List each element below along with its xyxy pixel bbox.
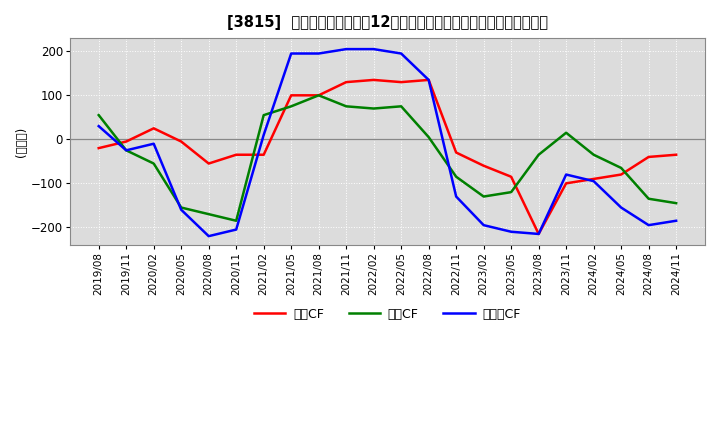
投資CF	[177, 205, 186, 210]
投資CF	[232, 218, 240, 224]
フリーCF	[480, 223, 488, 228]
営業CF	[672, 152, 680, 158]
営業CF	[534, 231, 543, 237]
投資CF	[397, 104, 405, 109]
Title: [3815]  キャッシュフローの12か月移動合計の対前年同期増減額の推移: [3815] キャッシュフローの12か月移動合計の対前年同期増減額の推移	[227, 15, 548, 30]
営業CF	[507, 174, 516, 180]
投資CF	[122, 148, 130, 153]
投資CF	[590, 152, 598, 158]
Y-axis label: (百万円): (百万円)	[15, 126, 28, 157]
フリーCF	[94, 124, 103, 129]
営業CF	[562, 181, 570, 186]
投資CF	[204, 212, 213, 217]
Line: 営業CF: 営業CF	[99, 80, 676, 234]
投資CF	[534, 152, 543, 158]
営業CF	[452, 150, 461, 155]
Line: フリーCF: フリーCF	[99, 49, 676, 236]
フリーCF	[534, 231, 543, 237]
フリーCF	[452, 194, 461, 199]
投資CF	[452, 174, 461, 180]
営業CF	[590, 176, 598, 182]
投資CF	[644, 196, 653, 202]
フリーCF	[424, 77, 433, 83]
投資CF	[424, 135, 433, 140]
フリーCF	[672, 218, 680, 224]
営業CF	[287, 93, 295, 98]
投資CF	[259, 113, 268, 118]
投資CF	[672, 201, 680, 206]
投資CF	[287, 104, 295, 109]
投資CF	[562, 130, 570, 136]
営業CF	[94, 146, 103, 151]
投資CF	[480, 194, 488, 199]
営業CF	[204, 161, 213, 166]
投資CF	[342, 104, 351, 109]
営業CF	[342, 80, 351, 85]
営業CF	[424, 77, 433, 83]
営業CF	[232, 152, 240, 158]
営業CF	[480, 163, 488, 169]
フリーCF	[617, 205, 626, 210]
フリーCF	[177, 207, 186, 213]
営業CF	[644, 154, 653, 160]
投資CF	[369, 106, 378, 111]
営業CF	[122, 139, 130, 144]
フリーCF	[644, 223, 653, 228]
フリーCF	[315, 51, 323, 56]
Legend: 営業CF, 投資CF, フリーCF: 営業CF, 投資CF, フリーCF	[249, 303, 526, 326]
投資CF	[315, 93, 323, 98]
フリーCF	[590, 179, 598, 184]
フリーCF	[259, 132, 268, 138]
Line: 投資CF: 投資CF	[99, 95, 676, 221]
投資CF	[507, 190, 516, 195]
営業CF	[397, 80, 405, 85]
フリーCF	[397, 51, 405, 56]
フリーCF	[149, 141, 158, 147]
投資CF	[617, 165, 626, 171]
営業CF	[617, 172, 626, 177]
フリーCF	[204, 234, 213, 239]
営業CF	[369, 77, 378, 83]
営業CF	[149, 126, 158, 131]
営業CF	[177, 139, 186, 144]
フリーCF	[562, 172, 570, 177]
フリーCF	[287, 51, 295, 56]
フリーCF	[342, 47, 351, 52]
フリーCF	[232, 227, 240, 232]
投資CF	[94, 113, 103, 118]
フリーCF	[122, 148, 130, 153]
営業CF	[259, 152, 268, 158]
営業CF	[315, 93, 323, 98]
フリーCF	[507, 229, 516, 235]
フリーCF	[369, 47, 378, 52]
投資CF	[149, 161, 158, 166]
